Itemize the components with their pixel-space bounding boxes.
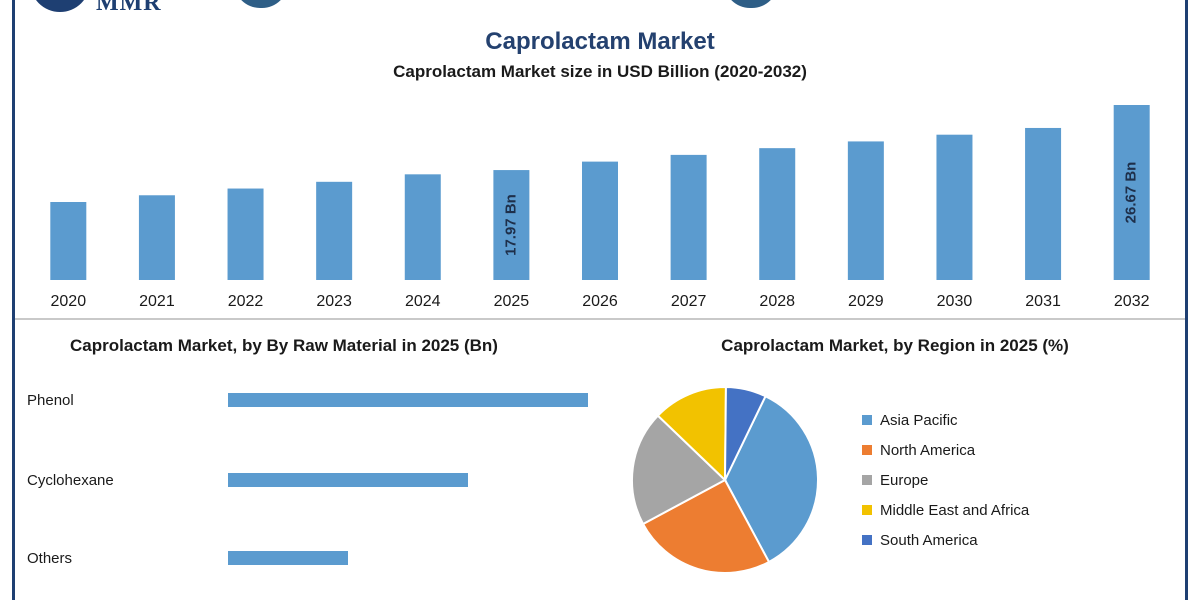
x-tick-2020: 2020: [51, 293, 87, 310]
x-tick-2023: 2023: [316, 293, 352, 310]
frame-border: [12, 0, 1188, 600]
chart-title-raw-material: Caprolactam Market, by By Raw Material i…: [70, 336, 498, 355]
logo-text: MMR: [96, 0, 162, 16]
legend-label-north-america: North America: [880, 442, 976, 459]
legend-label-south-america: South America: [880, 532, 978, 549]
category-label-others: Others: [27, 550, 72, 567]
x-tick-2022: 2022: [228, 293, 264, 310]
legend-swatch-north-america: [862, 445, 872, 455]
pie-slice-europe: [631, 414, 727, 526]
bar-2027: [670, 154, 707, 280]
x-tick-2021: 2021: [139, 293, 175, 310]
bar-2031: [1025, 127, 1062, 281]
bar-2029: [847, 141, 884, 280]
section-divider: [15, 318, 1185, 320]
data-label-2032: 26.67 Bn: [1123, 162, 1140, 224]
bar-2030: [936, 134, 973, 280]
legend-label-asia-pacific: Asia Pacific: [880, 412, 958, 429]
x-tick-2026: 2026: [582, 293, 618, 310]
legend-swatch-middle-east-and-africa: [862, 505, 872, 515]
x-tick-2024: 2024: [405, 293, 441, 310]
legend-swatch-europe: [862, 475, 872, 485]
pie-slice-middle-east-and-africa: [656, 386, 727, 483]
header-decoration-icon: [234, 0, 288, 8]
hbar-phenol: [228, 393, 588, 407]
legend-swatch-asia-pacific: [862, 415, 872, 425]
legend-label-middle-east-and-africa: Middle East and Africa: [880, 502, 1030, 519]
category-label-phenol: Phenol: [27, 392, 74, 409]
bar-2021: [138, 195, 175, 280]
header-decoration-icon: [724, 0, 778, 8]
bar-2025: [493, 170, 530, 280]
page-title: Caprolactam Market: [485, 28, 715, 55]
legend-swatch-south-america: [862, 535, 872, 545]
category-label-cyclohexane: Cyclohexane: [27, 472, 114, 489]
chart-title-market-size: Caprolactam Market size in USD Billion (…: [393, 62, 807, 81]
x-tick-2031: 2031: [1025, 293, 1061, 310]
data-label-2025: 17.97 Bn: [502, 194, 519, 256]
pie-slice-north-america: [641, 478, 771, 574]
bar-2032: [1113, 105, 1150, 280]
pie-slice-asia-pacific: [723, 394, 819, 564]
hbar-cyclohexane: [228, 473, 468, 487]
bar-2026: [582, 161, 618, 280]
bar-2022: [227, 188, 264, 280]
bar-2028: [759, 148, 796, 280]
x-tick-2032: 2032: [1114, 293, 1150, 310]
bar-2020: [50, 202, 87, 280]
chart-title-region: Caprolactam Market, by Region in 2025 (%…: [721, 336, 1069, 355]
pie-slice-south-america: [724, 385, 767, 481]
x-tick-2028: 2028: [759, 293, 795, 310]
x-tick-2029: 2029: [848, 293, 884, 310]
x-tick-2025: 2025: [494, 293, 530, 310]
x-tick-2030: 2030: [937, 293, 973, 310]
legend-label-europe: Europe: [880, 472, 928, 489]
hbar-others: [228, 551, 348, 565]
bar-2023: [316, 181, 353, 280]
x-tick-2027: 2027: [671, 293, 707, 310]
bar-2024: [404, 174, 441, 280]
